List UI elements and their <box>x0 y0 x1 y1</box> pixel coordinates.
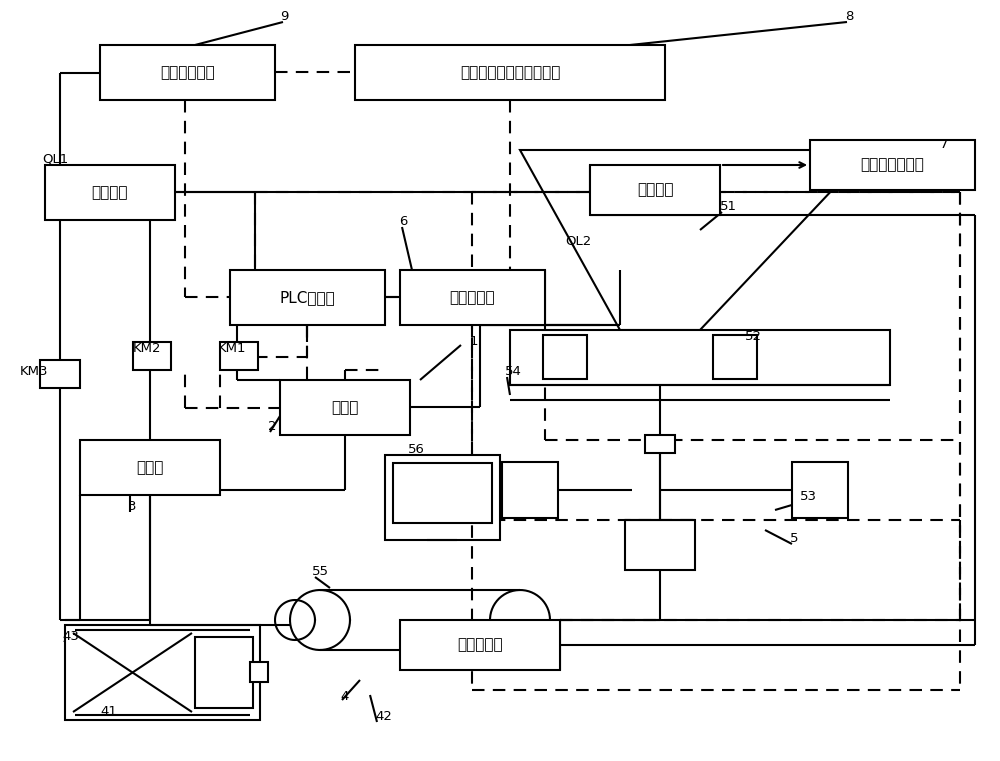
Text: 56: 56 <box>408 443 425 456</box>
Bar <box>80 440 220 495</box>
Bar <box>45 165 175 220</box>
Text: 51: 51 <box>720 200 737 213</box>
Text: 6: 6 <box>399 215 407 228</box>
Bar <box>543 335 587 379</box>
Bar <box>510 330 890 385</box>
Text: KM3: KM3 <box>20 365 48 378</box>
Text: 1: 1 <box>470 335 479 348</box>
Text: 3: 3 <box>128 500 136 513</box>
Bar <box>502 462 558 518</box>
Bar <box>810 140 975 190</box>
Text: 41: 41 <box>100 705 117 718</box>
Text: 继电器控制单元: 继电器控制单元 <box>861 158 924 173</box>
Text: KM2: KM2 <box>133 342 162 355</box>
Text: 工控机远程控制显示单元: 工控机远程控制显示单元 <box>460 65 560 80</box>
Text: 8: 8 <box>845 10 853 23</box>
Text: 2: 2 <box>268 420 276 433</box>
Bar <box>195 637 253 708</box>
Bar <box>792 462 848 518</box>
Bar <box>250 662 268 682</box>
Text: QL2: QL2 <box>565 235 591 248</box>
Bar <box>65 625 260 720</box>
Text: 4: 4 <box>340 690 348 703</box>
Text: 就地控制单元: 就地控制单元 <box>160 65 215 80</box>
Bar <box>100 45 275 100</box>
Text: 9: 9 <box>280 10 288 23</box>
Bar <box>713 335 757 379</box>
Bar <box>400 270 545 325</box>
Text: KM1: KM1 <box>218 342 246 355</box>
Bar <box>590 165 720 215</box>
Text: QL1: QL1 <box>42 152 68 165</box>
Bar <box>385 455 500 540</box>
Text: 5: 5 <box>790 532 798 545</box>
Text: 54: 54 <box>505 365 522 378</box>
Text: 53: 53 <box>800 490 817 503</box>
Bar <box>625 520 695 570</box>
Text: 52: 52 <box>745 330 762 343</box>
Text: PLC控制器: PLC控制器 <box>280 290 335 305</box>
Bar <box>393 463 492 523</box>
Text: 43: 43 <box>62 630 79 643</box>
Bar <box>40 360 80 388</box>
Bar <box>355 45 665 100</box>
Bar <box>645 435 675 453</box>
Bar <box>230 270 385 325</box>
Bar <box>133 342 171 370</box>
Text: 变频器: 变频器 <box>331 400 359 415</box>
Bar <box>400 620 560 670</box>
Text: 第二电源: 第二电源 <box>637 183 673 198</box>
Text: 变频器: 变频器 <box>136 460 164 475</box>
Text: 称重传感器: 称重传感器 <box>457 638 503 652</box>
Text: 隔离配电器: 隔离配电器 <box>450 290 495 305</box>
Text: 7: 7 <box>940 138 948 151</box>
Text: 55: 55 <box>312 565 329 578</box>
Bar <box>280 380 410 435</box>
Text: 第一电源: 第一电源 <box>92 185 128 200</box>
Text: 42: 42 <box>375 710 392 723</box>
Bar <box>220 342 258 370</box>
